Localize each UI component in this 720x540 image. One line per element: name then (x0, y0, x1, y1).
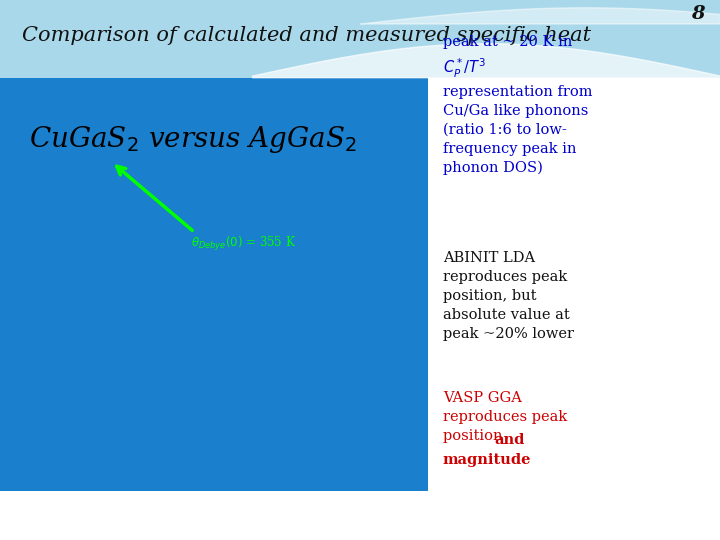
Text: VASP GGA
reproduces peak
position: VASP GGA reproduces peak position (443, 392, 567, 443)
Bar (0, 78, 428, 491)
Bar (428, 78, 720, 491)
Text: ABINIT LDA
reproduces peak
position, but
absolute value at
peak ~20% lower: ABINIT LDA reproduces peak position, but… (443, 251, 574, 341)
Text: Comparison of calculated and measured specific heat: Comparison of calculated and measured sp… (22, 26, 590, 45)
Bar (0, 491, 720, 540)
Text: magnitude: magnitude (443, 453, 531, 467)
Text: peak at ~ 20 K in
$C_P^*/T^3$
representation from
Cu/Ga like phonons
(ratio 1:6 : peak at ~ 20 K in $C_P^*/T^3$ representa… (443, 35, 593, 175)
Text: and: and (495, 433, 525, 447)
Bar (0, 0, 720, 78)
Text: 8: 8 (690, 5, 704, 23)
Text: CuGaS$_2$ versus AgGaS$_2$: CuGaS$_2$ versus AgGaS$_2$ (29, 124, 356, 155)
Text: $\theta_{Debye}(0)$ = 355 K: $\theta_{Debye}(0)$ = 355 K (191, 235, 296, 253)
